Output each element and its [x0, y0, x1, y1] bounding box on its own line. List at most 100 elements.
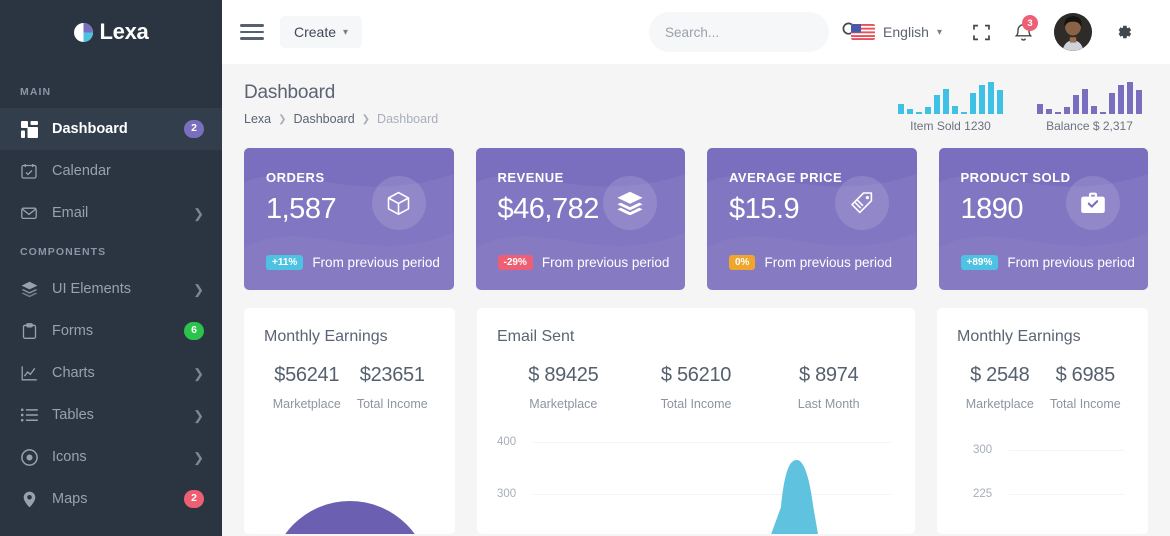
- metric-label: Marketplace: [529, 397, 598, 411]
- chevron-right-icon: ❯: [193, 407, 204, 423]
- sidebar-item-email[interactable]: Email ❯: [0, 192, 222, 234]
- hamburger-menu-icon[interactable]: [240, 19, 266, 45]
- chevron-right-icon: ❯: [193, 449, 204, 465]
- panel-title: Monthly Earnings: [264, 328, 388, 345]
- sparkline-bar: [898, 103, 904, 114]
- sidebar-item-maps[interactable]: Maps 2: [0, 478, 222, 520]
- sparkline-bar: [988, 82, 994, 114]
- breadcrumb-item-lexa[interactable]: Lexa: [244, 112, 272, 126]
- metric-label: Last Month: [797, 397, 860, 411]
- user-avatar[interactable]: [1054, 13, 1092, 51]
- sparkline-bar: [907, 109, 913, 114]
- metric-label: Total Income: [356, 397, 428, 411]
- metric-value: $ 6985: [1055, 364, 1116, 386]
- sparkline-bar: [1118, 85, 1124, 114]
- page-header: Dashboard Lexa ❯ Dashboard ❯ Dashboard I…: [244, 82, 1148, 133]
- panel-title: Email Sent: [497, 328, 575, 345]
- sparkline-bar: [961, 112, 967, 114]
- sparkline-bar: [1127, 82, 1133, 114]
- stat-card-value: 1,587: [266, 193, 337, 225]
- y-axis-tick-225: 225: [973, 488, 993, 501]
- layers-icon: [20, 280, 38, 298]
- line-chart-icon: [20, 364, 38, 382]
- sidebar-item-label: Email: [52, 205, 89, 221]
- list-icon: [20, 406, 38, 424]
- fullscreen-expand-icon[interactable]: [964, 15, 998, 49]
- sidebar-item-label: Calendar: [52, 163, 111, 179]
- chevron-right-icon: ❯: [361, 113, 371, 125]
- sparkline-item-sold: Item Sold 1230: [898, 82, 1003, 133]
- sparkline-bar: [916, 112, 922, 114]
- stat-card-footer: 0% From previous period: [729, 255, 892, 270]
- stat-card-foot-text: From previous period: [1007, 255, 1135, 270]
- language-selector[interactable]: English ▾: [851, 24, 942, 40]
- stat-cards-row: ORDERS 1,587 +11% From previous period: [244, 148, 1148, 290]
- create-button[interactable]: Create ▾: [280, 16, 363, 48]
- stat-card-title: REVENUE: [497, 170, 564, 185]
- sidebar-item-label: Dashboard: [52, 121, 128, 137]
- sparkline-bar: [997, 89, 1003, 114]
- notifications-button[interactable]: 3: [1006, 15, 1040, 49]
- metric-label: Marketplace: [965, 397, 1034, 411]
- sidebar-item-ui-elements[interactable]: UI Elements ❯: [0, 268, 222, 310]
- panel-metrics: $56241 Marketplace $23651 Total Income: [264, 364, 435, 414]
- chevron-down-icon: ▾: [343, 26, 349, 38]
- topbar-right-group: English ▾ 3: [649, 12, 1148, 52]
- map-pin-icon: [20, 490, 38, 508]
- donut-chart: [244, 308, 455, 534]
- sidebar-item-label: Maps: [52, 491, 88, 507]
- page-title-block: Dashboard Lexa ❯ Dashboard ❯ Dashboard: [244, 82, 438, 126]
- notification-count-badge: 3: [1022, 15, 1038, 31]
- sparkline-bar: [1082, 88, 1088, 114]
- sparkline-bar: [1064, 106, 1070, 114]
- stat-card-delta: +89%: [960, 255, 999, 270]
- panel-metrics: $ 2548 Marketplace $ 6985 Total Income: [957, 364, 1128, 414]
- sparkline-bar: [925, 106, 931, 114]
- sidebar-item-icons[interactable]: Icons ❯: [0, 436, 222, 478]
- sidebar-item-dashboard[interactable]: Dashboard 2: [0, 108, 222, 150]
- price-tag-icon: [834, 176, 889, 230]
- stat-card-title: PRODUCT SOLD: [960, 170, 1071, 185]
- stat-card-orders[interactable]: ORDERS 1,587 +11% From previous period: [244, 148, 454, 290]
- sidebar-item-charts[interactable]: Charts ❯: [0, 352, 222, 394]
- sparkline-label: Balance $ 2,317: [1046, 119, 1133, 133]
- metric-total-income: $ 6985 Total Income: [1043, 364, 1129, 414]
- breadcrumb-item-dashboard[interactable]: Dashboard: [293, 112, 355, 126]
- chevron-right-icon: ❯: [193, 205, 204, 221]
- sidebar: Lexa MAIN Dashboard 2: [0, 0, 222, 536]
- language-label: English: [883, 24, 929, 40]
- sidebar-badge-forms: 6: [184, 322, 204, 340]
- us-flag-icon: [851, 24, 876, 40]
- metric-marketplace: $56241 Marketplace: [264, 364, 350, 414]
- metric-marketplace: $ 2548 Marketplace: [957, 364, 1043, 414]
- sparkline-bars: [1037, 82, 1142, 114]
- gear-icon[interactable]: [1106, 15, 1140, 49]
- sparkline-bar: [970, 92, 976, 114]
- metric-value: $ 89425: [528, 364, 599, 386]
- email-sent-area-chart: 400 300: [497, 430, 895, 534]
- sparkline-bar: [1100, 112, 1106, 114]
- panel-monthly-earnings-left: Monthly Earnings $56241 Marketplace $236…: [244, 308, 455, 534]
- stat-card-average-price[interactable]: AVERAGE PRICE $15.9 0% From previous per…: [707, 148, 917, 290]
- sidebar-item-label: Icons: [52, 449, 87, 465]
- sidebar-item-tables[interactable]: Tables ❯: [0, 394, 222, 436]
- metric-total-income: $23651 Total Income: [350, 364, 436, 414]
- brand-logo-area[interactable]: Lexa: [0, 0, 222, 64]
- sidebar-item-calendar[interactable]: Calendar: [0, 150, 222, 192]
- sparkline-bar: [979, 85, 985, 114]
- cube-box-icon: [371, 176, 426, 230]
- metric-value: $23651: [359, 364, 425, 386]
- stat-card-product-sold[interactable]: PRODUCT SOLD 1890 +89% From previous per…: [938, 148, 1148, 290]
- sidebar-item-forms[interactable]: Forms 6: [0, 310, 222, 352]
- sparkline-bars: [898, 82, 1003, 114]
- stat-card-revenue[interactable]: REVENUE $46,782 -29% From previous perio…: [475, 148, 685, 290]
- panel-title: Monthly Earnings: [957, 328, 1081, 345]
- stat-card-delta: 0%: [729, 255, 756, 270]
- search-box[interactable]: [649, 12, 858, 52]
- search-input[interactable]: [665, 24, 843, 40]
- sidebar-item-label: Tables: [52, 407, 94, 423]
- grid-dashboard-icon: [20, 120, 38, 138]
- sidebar-nav: MAIN Dashboard 2: [0, 64, 222, 520]
- panel-monthly-earnings-right: Monthly Earnings $ 2548 Marketplace $ 69…: [937, 308, 1148, 534]
